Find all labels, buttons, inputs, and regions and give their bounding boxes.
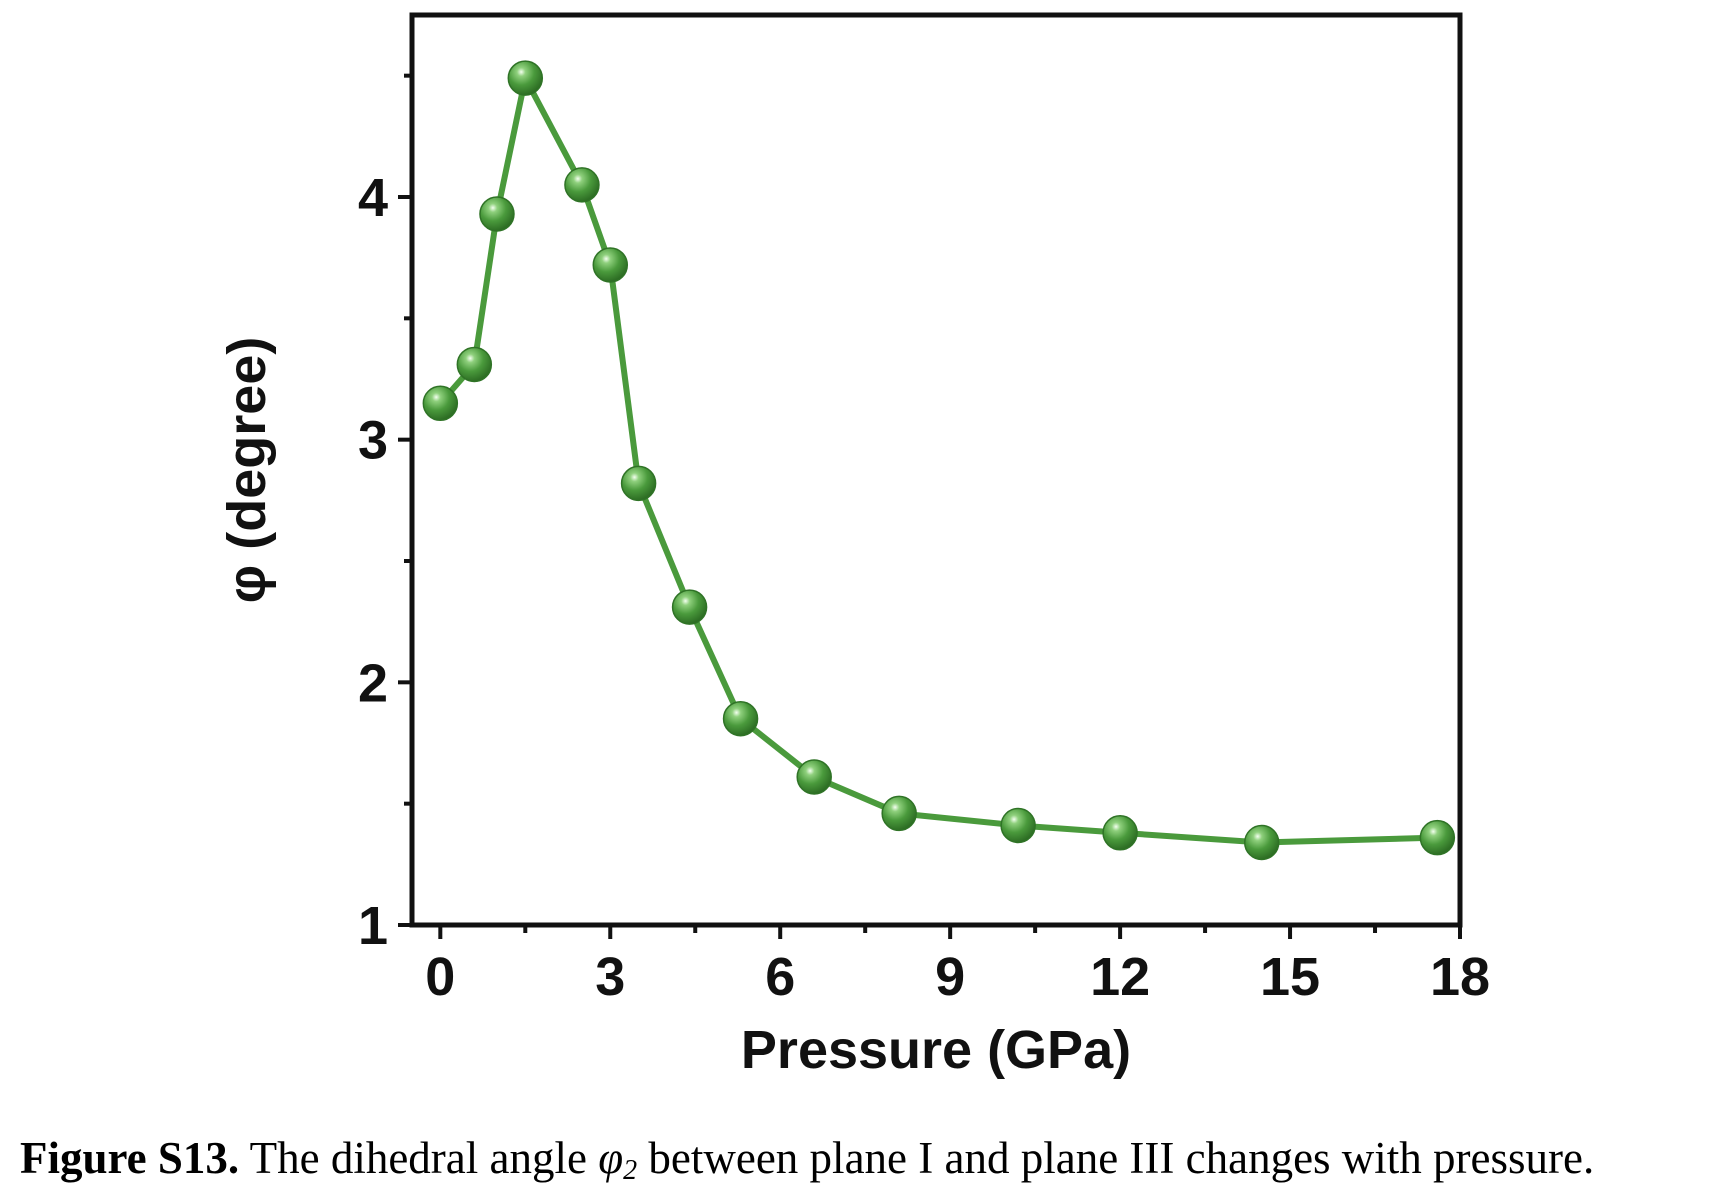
x-tick-label: 6 [765,947,795,1007]
y-axis-title: φ (degree) [217,337,277,604]
x-axis: 0 3 6 9 12 15 18 [425,925,1490,1007]
data-point [881,795,917,832]
plot-area [409,12,1463,928]
data-point [564,167,600,203]
data-point [620,465,657,502]
x-tick-label: 15 [1260,947,1320,1007]
caption-text-before: The dihedral angle [239,1133,599,1183]
y-axis: 1 2 3 4 [358,73,412,956]
data-point [479,196,515,232]
figure-caption: Figure S13. The dihedral angle φ2 betwee… [20,1128,1710,1201]
data-point [1243,824,1280,861]
plot-frame [409,12,1463,928]
y-tick-label: 3 [358,411,388,471]
data-point [796,759,832,795]
caption-lead: Figure S13. [20,1133,240,1183]
x-tick-label: 0 [425,947,455,1007]
data-point [671,589,708,625]
y-tick-label: 4 [358,168,388,228]
x-tick-label: 18 [1430,947,1490,1007]
data-point [507,60,544,96]
x-axis-title: Pressure (GPa) [741,1020,1131,1080]
y-tick-label: 1 [358,896,388,956]
caption-symbol: φ [598,1133,624,1183]
data-point [592,247,629,283]
x-tick-label: 3 [595,947,625,1007]
data-point [1102,815,1138,851]
series-layer [422,60,1456,861]
caption-text-after: between plane I and plane III changes wi… [637,1133,1595,1183]
data-point [422,385,459,422]
y-tick-label: 2 [358,653,388,713]
data-point [1000,807,1036,844]
x-tick-label: 12 [1090,947,1150,1007]
data-point [722,700,759,737]
caption-subscript: 2 [623,1155,638,1186]
x-tick-label: 9 [935,947,965,1007]
data-point [456,346,493,383]
data-point [1419,819,1456,856]
